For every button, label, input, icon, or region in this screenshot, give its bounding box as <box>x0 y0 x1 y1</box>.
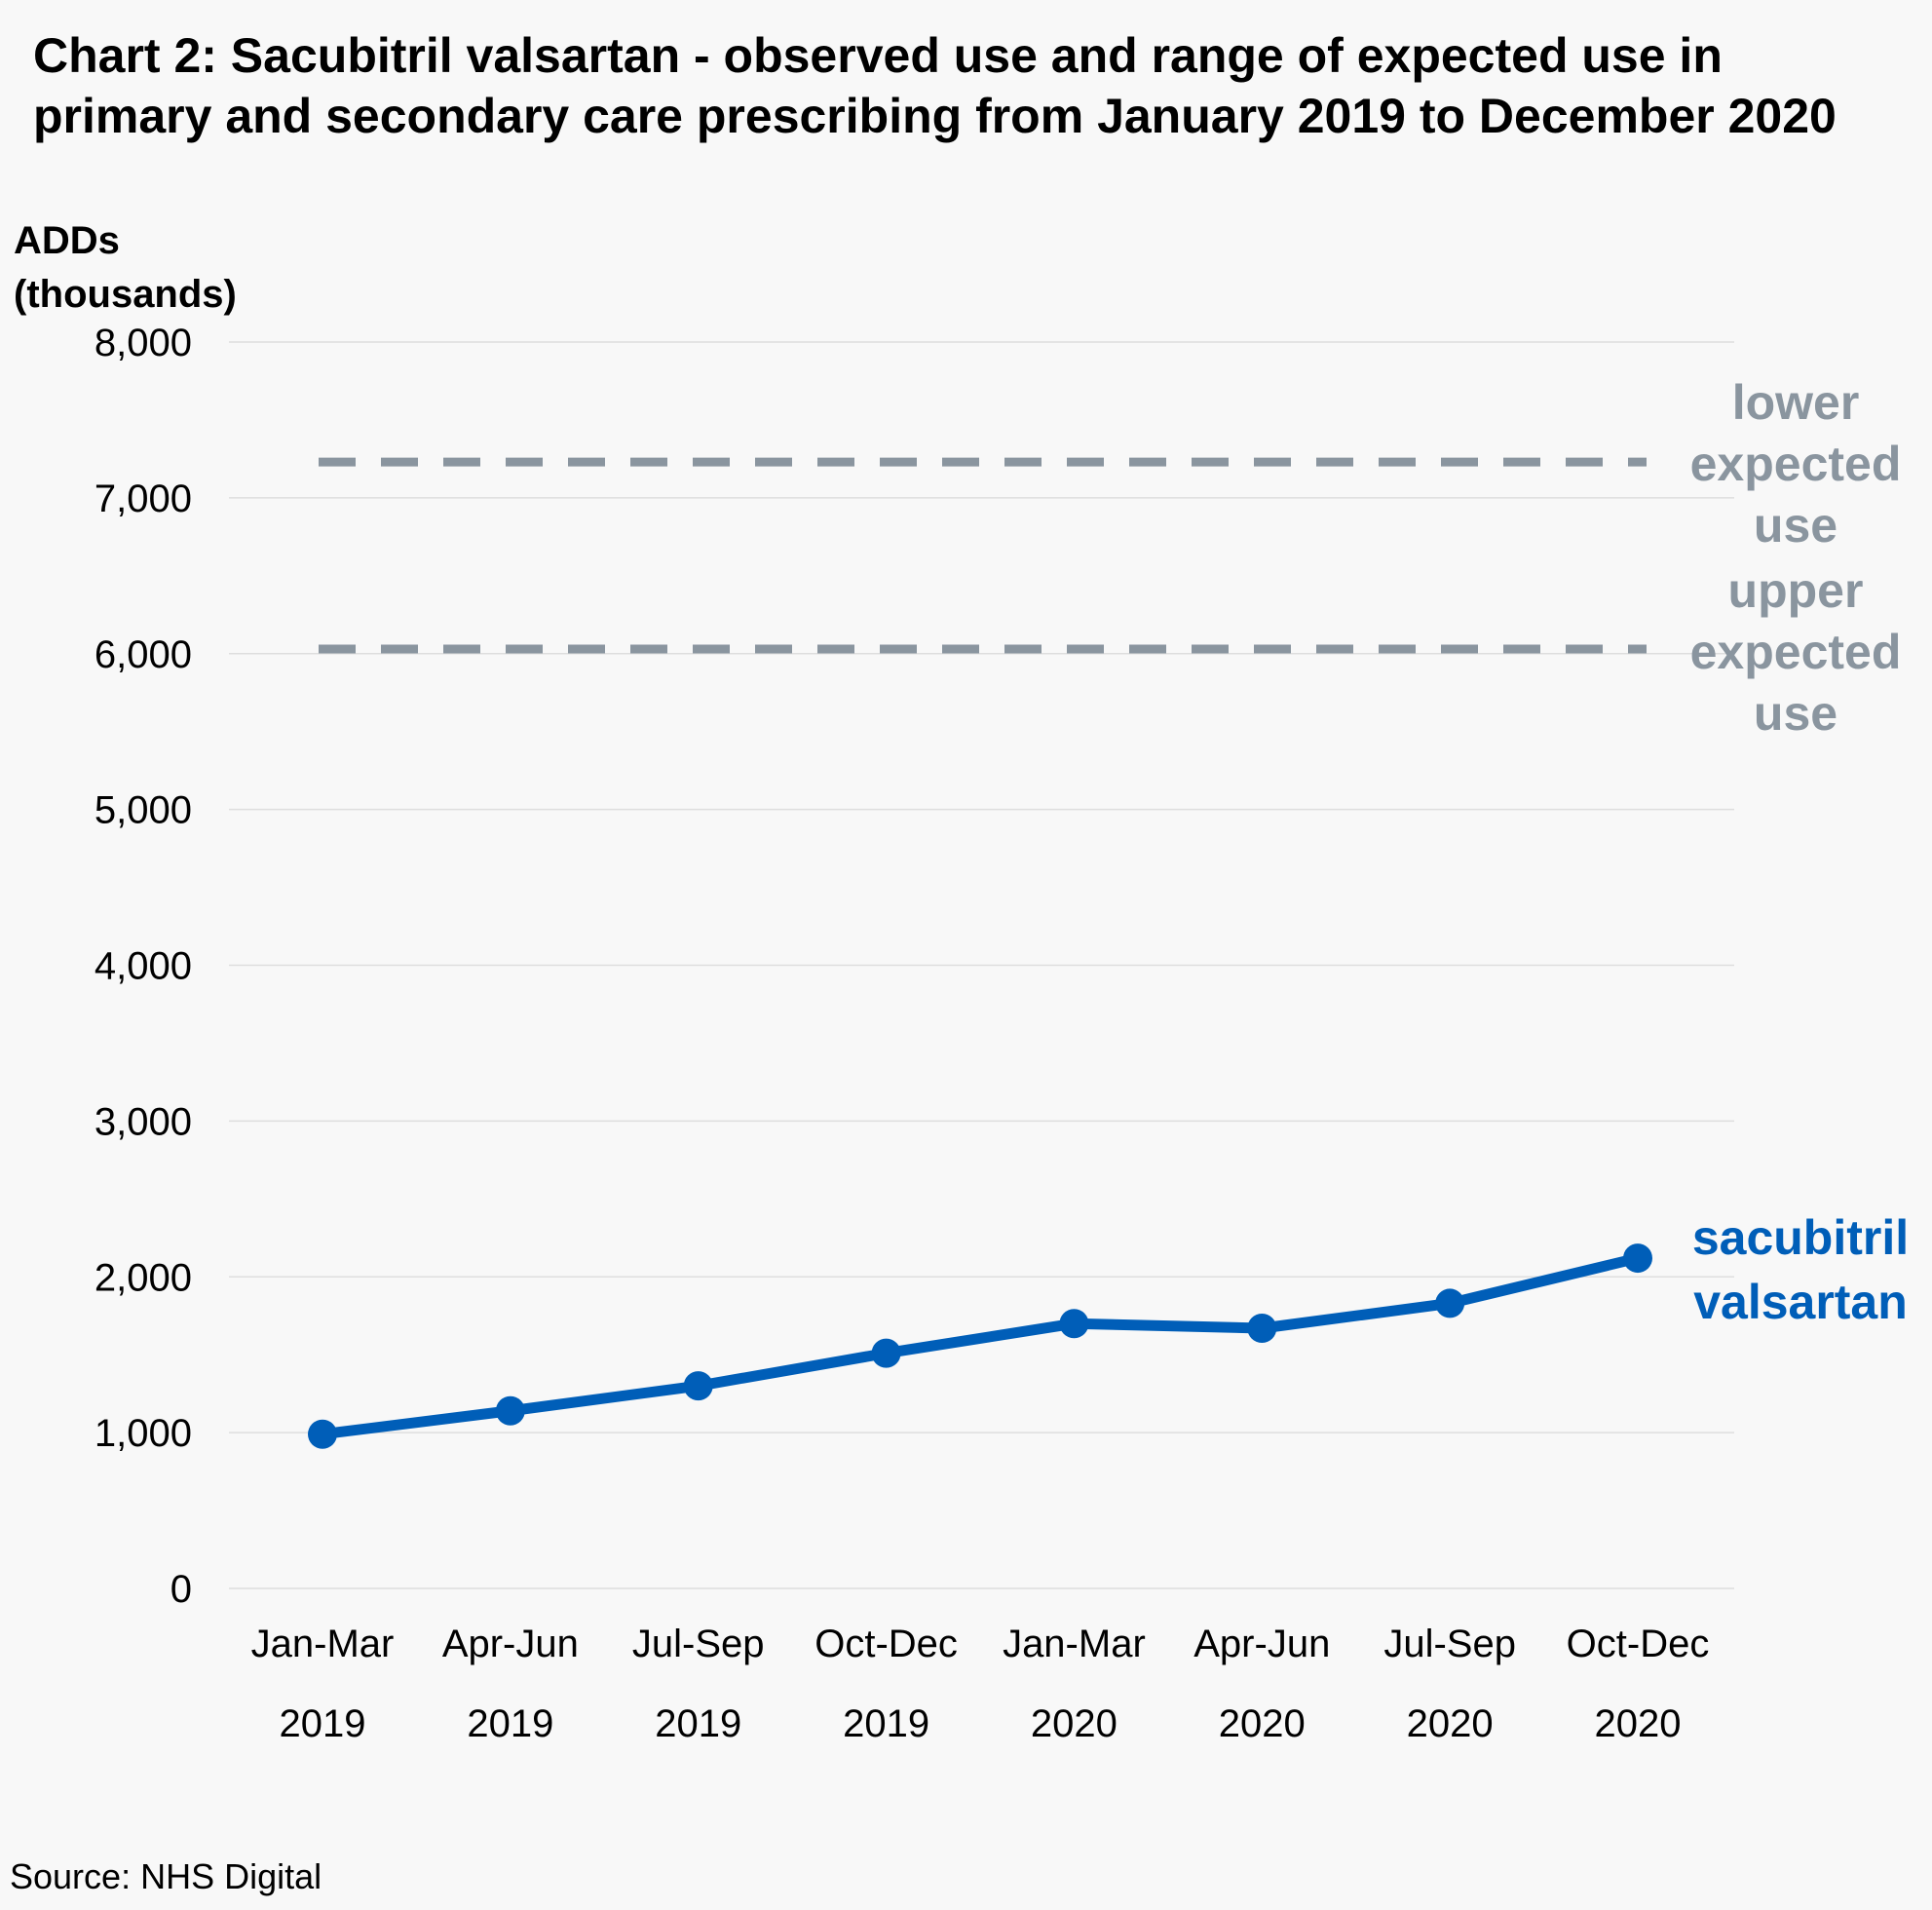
x-tick-label: 2019 <box>467 1702 553 1745</box>
data-point <box>1059 1309 1089 1339</box>
x-tick-label: Jan-Mar <box>251 1623 395 1665</box>
y-tick-label: 2,000 <box>95 1256 192 1299</box>
reference-lines: lower expected use upper expected use <box>319 375 1901 741</box>
x-tick-label: 2019 <box>843 1702 929 1745</box>
y-tick-label: 3,000 <box>95 1100 192 1143</box>
reference-line-label: expected <box>1690 625 1902 679</box>
series-label: valsartan <box>1693 1275 1908 1329</box>
series-line <box>317 1252 1644 1440</box>
chart-title: Chart 2: Sacubitril valsartan - observed… <box>33 28 1837 143</box>
data-point <box>495 1395 525 1426</box>
x-tick-label: Jul-Sep <box>1383 1623 1516 1665</box>
y-tick-label: 4,000 <box>95 945 192 988</box>
data-point <box>1435 1288 1465 1318</box>
x-tick-label: Oct-Dec <box>814 1623 958 1665</box>
y-axis-label: (thousands) <box>14 273 237 316</box>
x-tick-label: 2020 <box>1407 1702 1494 1745</box>
x-tick-label: 2020 <box>1595 1702 1682 1745</box>
x-tick-label: 2020 <box>1031 1702 1118 1745</box>
data-point <box>308 1419 337 1449</box>
x-tick-label: 2019 <box>655 1702 741 1745</box>
x-tick-label: Apr-Jun <box>442 1623 579 1665</box>
reference-line-label: lower <box>1732 375 1860 430</box>
data-point <box>871 1338 901 1368</box>
reference-line-label: use <box>1754 498 1837 553</box>
y-axis: ADDs (thousands) 0 1,000 2,000 3,000 4,000 5,00… <box>14 219 237 1611</box>
y-tick-label: 7,000 <box>95 478 192 520</box>
data-point <box>1623 1243 1652 1274</box>
series: sacubitril valsartan <box>308 1210 1909 1449</box>
x-axis: Jan-Mar 2019 Apr-Jun 2019 Jul-Sep 2019 Oct-Dec… <box>251 1623 1710 1745</box>
x-tick-label: Apr-Jun <box>1193 1623 1330 1665</box>
x-tick-label: 2020 <box>1219 1702 1306 1745</box>
y-tick-label: 8,000 <box>95 322 192 364</box>
x-tick-label: Oct-Dec <box>1567 1623 1710 1665</box>
y-axis-label: ADDs <box>14 219 120 262</box>
x-tick-label: Jan-Mar <box>1003 1623 1146 1665</box>
gridlines <box>229 341 1734 1589</box>
reference-line-label: expected <box>1690 437 1902 491</box>
y-tick-label: 6,000 <box>95 633 192 676</box>
source-note: Source: NHS Digital <box>10 1856 322 1896</box>
x-tick-label: 2019 <box>280 1702 366 1745</box>
y-tick-label: 0 <box>170 1568 192 1611</box>
data-point <box>1247 1314 1277 1344</box>
series-label: sacubitril <box>1692 1210 1909 1265</box>
x-tick-label: Jul-Sep <box>632 1623 765 1665</box>
reference-line-label: upper <box>1728 563 1864 618</box>
y-tick-label: 5,000 <box>95 789 192 832</box>
reference-line-label: use <box>1754 686 1837 741</box>
data-point <box>683 1371 713 1401</box>
y-tick-label: 1,000 <box>95 1412 192 1455</box>
